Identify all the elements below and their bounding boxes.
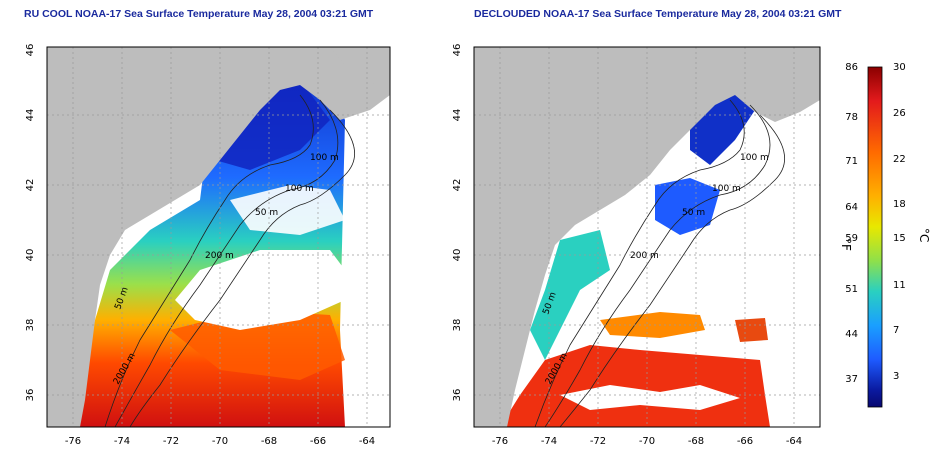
left-lat-tick: 40 [25, 249, 36, 262]
left-lat-tick: 42 [25, 179, 36, 192]
left-map: 100 m 100 m 50 m 200 m 50 m 2000 m -76 -… [25, 44, 391, 447]
temperature-colorbar: 86 78 71 64 59 51 44 37 30 26 22 18 15 1… [839, 62, 931, 408]
fahrenheit-tick: 71 [845, 156, 858, 167]
right-lon-tick: -64 [786, 436, 802, 447]
right-shelf-water [530, 230, 610, 360]
right-lon-tick: -74 [541, 436, 557, 447]
celsius-tick: 7 [893, 325, 899, 336]
right-map-title: DECLOUDED NOAA-17 Sea Surface Temperatur… [474, 8, 842, 20]
fahrenheit-unit-label: °F [839, 238, 853, 251]
fahrenheit-tick: 59 [845, 233, 858, 244]
left-lon-tick: -64 [359, 436, 375, 447]
right-cloud-gap [560, 385, 740, 410]
right-contour-label: 100 m [740, 153, 769, 163]
right-lat-tick: 40 [452, 249, 463, 262]
celsius-tick: 3 [893, 371, 899, 382]
left-lat-tick: 44 [25, 109, 36, 122]
celsius-tick: 18 [893, 199, 906, 210]
fahrenheit-tick: 37 [845, 374, 858, 385]
left-contour-label: 50 m [255, 208, 278, 218]
fahrenheit-tick: 44 [845, 329, 858, 340]
left-map-title: RU COOL NOAA-17 Sea Surface Temperature … [24, 8, 374, 20]
fahrenheit-tick: 51 [845, 284, 858, 295]
right-lon-tick: -68 [688, 436, 704, 447]
left-cloud-mass [175, 250, 345, 330]
right-lat-tick: 42 [452, 179, 463, 192]
left-lon-tick: -72 [163, 436, 179, 447]
left-lon-tick: -70 [212, 436, 228, 447]
left-graticule [47, 47, 390, 427]
left-lat-tick: 38 [25, 319, 36, 332]
left-lon-tick: -68 [261, 436, 277, 447]
right-contour-label: 100 m [712, 184, 741, 194]
right-lat-tick: 46 [452, 44, 463, 57]
left-map-frame [46, 46, 391, 428]
left-lat-tick: 36 [25, 389, 36, 402]
right-lon-tick: -70 [639, 436, 655, 447]
right-graticule [474, 47, 820, 427]
left-cloud-bank [230, 185, 345, 235]
right-contour-label: 50 m [682, 208, 705, 218]
fahrenheit-tick: 86 [845, 62, 858, 73]
colorbar-gradient [867, 66, 883, 408]
celsius-tick: 22 [893, 154, 906, 165]
right-map: 100 m 100 m 50 m 200 m 50 m 2000 m -76 -… [452, 44, 821, 447]
right-contour-label: 200 m [630, 251, 659, 261]
right-cold-water [655, 178, 720, 235]
left-land-east [330, 47, 390, 90]
left-contour-label: 100 m [285, 184, 314, 194]
left-lon-tick: -76 [65, 436, 81, 447]
right-land [474, 47, 820, 427]
right-map-frame [473, 46, 821, 428]
celsius-tick: 11 [893, 280, 906, 291]
right-lat-tick: 36 [452, 389, 463, 402]
right-lat-tick: 44 [452, 109, 463, 122]
left-lon-tick: -74 [114, 436, 130, 447]
right-lon-tick: -72 [590, 436, 606, 447]
right-lon-tick: -66 [737, 436, 753, 447]
celsius-tick: 26 [893, 108, 906, 119]
left-warm-patch [170, 310, 345, 380]
left-lat-tick: 46 [25, 44, 36, 57]
fahrenheit-tick: 78 [845, 112, 858, 123]
left-land [47, 47, 390, 427]
right-warm-patch [735, 318, 768, 342]
celsius-unit-label: °C [917, 228, 931, 242]
fahrenheit-tick: 64 [845, 202, 858, 213]
celsius-tick: 15 [893, 233, 906, 244]
right-lon-tick: -76 [492, 436, 508, 447]
left-contour-label: 100 m [310, 153, 339, 163]
celsius-tick: 30 [893, 62, 906, 73]
right-warm-patch [600, 312, 705, 338]
left-contour-label: 200 m [205, 251, 234, 261]
right-lat-tick: 38 [452, 319, 463, 332]
left-lon-tick: -66 [310, 436, 326, 447]
